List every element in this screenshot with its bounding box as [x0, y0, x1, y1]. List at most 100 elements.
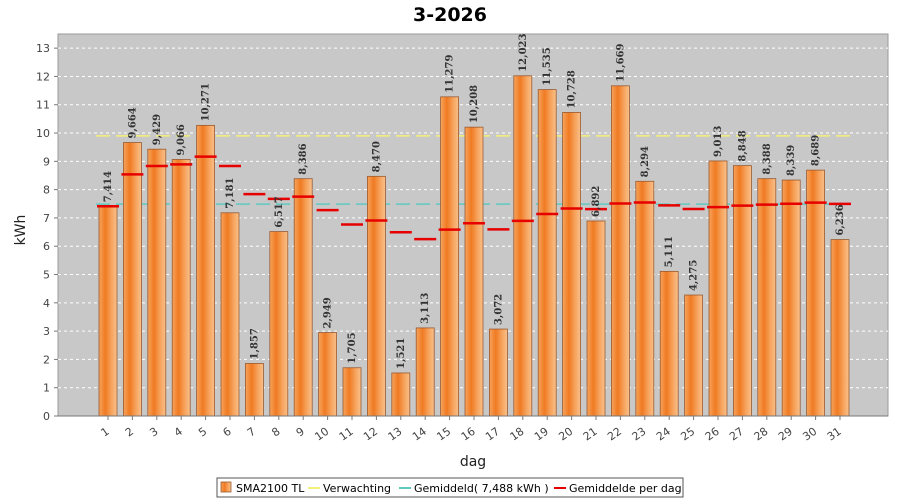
x-tick-label: 20	[556, 425, 575, 444]
x-tick-label: 6	[221, 425, 234, 440]
x-tick-label: 7	[245, 425, 258, 440]
data-label: 6,236	[835, 204, 846, 235]
x-tick-label: 27	[727, 425, 746, 444]
y-tick-label: 4	[43, 297, 50, 310]
y-tick-label: 8	[43, 184, 50, 197]
bar	[269, 231, 289, 417]
bar	[781, 179, 801, 417]
bar	[537, 89, 557, 417]
x-tick-label: 28	[752, 425, 771, 444]
data-label: 1,857	[249, 328, 260, 359]
data-label: 1,521	[396, 338, 407, 369]
y-tick-label: 9	[43, 155, 50, 168]
bar	[342, 367, 362, 417]
bars	[98, 75, 850, 417]
y-tick-label: 11	[36, 99, 50, 112]
bar	[488, 328, 508, 417]
bar	[293, 178, 313, 417]
bar	[415, 327, 435, 417]
bar	[391, 372, 411, 417]
data-label: 7,414	[103, 171, 114, 202]
legend: SMA2100 TL Verwachting Gemiddeld( 7,488 kW…	[216, 477, 684, 498]
y-tick-label: 6	[43, 240, 50, 253]
x-axis-ticks: 1 2 3 4 5 6 7 8 9 10 11 12 13 14 15 16 17 18 19 20 21 22 23 24 2…	[58, 415, 888, 444]
bar	[513, 75, 533, 417]
data-label: 5,111	[664, 236, 675, 267]
x-tick-label: 18	[508, 425, 527, 444]
data-label: 11,669	[615, 43, 626, 81]
bar	[708, 160, 728, 417]
bar	[440, 96, 460, 417]
x-tick-label: 31	[825, 425, 844, 444]
data-label: 9,013	[713, 126, 724, 157]
bar	[123, 142, 142, 417]
x-tick-label: 14	[410, 425, 429, 444]
data-label: 10,728	[567, 70, 578, 108]
legend-swatch-bar	[220, 481, 232, 493]
bar	[635, 180, 655, 417]
data-label: 1,705	[347, 332, 358, 363]
x-tick-label: 13	[386, 425, 405, 444]
bar	[757, 178, 777, 417]
daily-average-markers	[97, 155, 851, 241]
bar	[98, 205, 118, 417]
bar	[611, 85, 630, 417]
chart-title: 3-2026	[413, 4, 487, 26]
x-tick-label: 11	[337, 425, 356, 444]
data-label: 3,113	[420, 293, 431, 324]
bar	[147, 148, 167, 417]
x-tick-label: 16	[459, 425, 478, 444]
x-tick-label: 24	[654, 425, 673, 444]
y-tick-label: 2	[43, 353, 50, 366]
value-labels: 7,414 9,664 9,429 9,066 10,271 7,181 1,857 6,51…	[103, 33, 846, 368]
x-tick-label: 29	[776, 425, 795, 444]
x-tick-label: 5	[196, 425, 209, 440]
data-label: 2,949	[323, 297, 334, 328]
data-label: 4,275	[689, 260, 700, 291]
bar	[806, 169, 825, 417]
y-tick-label: 3	[43, 325, 50, 338]
data-label: 6,517	[274, 196, 285, 227]
bar	[171, 159, 191, 417]
y-tick-label: 12	[36, 70, 50, 83]
legend-label: Verwachting	[323, 482, 391, 495]
data-label: 6,892	[591, 186, 602, 217]
x-tick-label: 2	[123, 425, 136, 440]
data-label: 9,664	[127, 107, 138, 138]
bar	[684, 294, 703, 417]
x-tick-label: 8	[269, 425, 282, 440]
bar	[659, 270, 679, 417]
bar	[562, 112, 581, 417]
x-tick-label: 10	[312, 425, 331, 444]
x-tick-label: 17	[483, 425, 502, 444]
x-tick-label: 22	[605, 425, 624, 444]
bar	[586, 220, 606, 417]
x-tick-label: 26	[703, 425, 722, 444]
x-tick-label: 30	[800, 425, 819, 444]
x-tick-label: 19	[532, 425, 551, 444]
x-tick-label: 25	[678, 425, 697, 444]
y-tick-label: 0	[43, 410, 50, 423]
y-tick-label: 1	[43, 382, 50, 395]
data-label: 8,848	[737, 130, 748, 161]
bar	[366, 175, 386, 417]
x-tick-label: 4	[172, 425, 185, 440]
data-label: 10,271	[201, 83, 212, 121]
x-tick-label: 23	[630, 425, 649, 444]
bar	[733, 165, 752, 417]
data-label: 8,388	[762, 143, 773, 174]
bar	[318, 332, 338, 417]
x-tick-label: 9	[294, 425, 307, 440]
x-tick-label: 3	[147, 425, 160, 440]
data-label: 3,072	[493, 294, 504, 325]
data-label: 8,386	[298, 143, 309, 174]
x-tick-label: 1	[99, 425, 112, 440]
y-tick-label: 5	[43, 269, 50, 282]
data-label: 8,339	[786, 145, 797, 176]
y-tick-label: 7	[43, 212, 50, 225]
data-label: 8,689	[811, 135, 822, 166]
x-axis-label: dag	[460, 454, 486, 470]
data-label: 8,294	[640, 146, 651, 177]
